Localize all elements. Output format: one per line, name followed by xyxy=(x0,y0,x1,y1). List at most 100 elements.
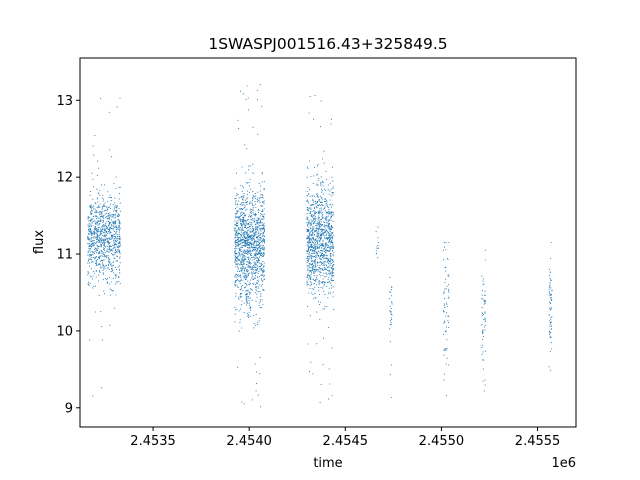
data-point xyxy=(332,186,334,188)
data-point xyxy=(445,363,447,365)
data-point xyxy=(248,226,250,229)
data-point xyxy=(95,262,97,264)
data-point xyxy=(254,292,256,294)
data-point xyxy=(330,280,332,282)
data-point xyxy=(310,257,313,260)
data-point xyxy=(315,284,317,286)
data-point xyxy=(107,191,109,193)
data-point xyxy=(260,250,262,252)
data-point xyxy=(258,217,260,219)
data-point xyxy=(234,203,237,205)
data-point xyxy=(307,242,309,244)
data-point xyxy=(242,284,244,286)
data-point xyxy=(235,280,237,282)
data-point xyxy=(247,290,249,292)
data-point xyxy=(236,275,238,277)
data-point xyxy=(317,205,320,207)
data-point xyxy=(318,261,320,264)
data-point xyxy=(102,198,104,200)
data-point xyxy=(261,210,263,212)
data-point xyxy=(115,260,117,262)
data-point xyxy=(311,223,313,225)
data-point xyxy=(98,294,100,296)
data-point xyxy=(107,263,109,265)
data-point xyxy=(481,290,483,292)
data-point xyxy=(118,238,120,240)
data-point xyxy=(482,298,484,300)
data-point xyxy=(328,280,331,282)
data-point xyxy=(316,183,318,185)
data-point xyxy=(111,250,113,252)
data-point xyxy=(331,269,333,271)
data-point xyxy=(255,255,257,257)
data-point xyxy=(253,242,256,244)
data-point xyxy=(101,197,103,199)
data-point xyxy=(91,206,93,208)
data-point xyxy=(111,268,114,270)
data-point xyxy=(318,250,320,253)
data-point xyxy=(100,237,103,239)
data-point xyxy=(306,252,308,254)
data-point xyxy=(256,228,258,230)
data-point xyxy=(103,259,105,261)
data-point xyxy=(309,234,311,236)
data-point xyxy=(328,231,330,234)
data-point xyxy=(239,319,241,321)
data-point xyxy=(238,128,240,130)
data-point xyxy=(111,290,113,292)
data-point xyxy=(316,257,318,259)
data-point xyxy=(87,283,89,286)
data-point xyxy=(240,212,242,214)
data-point xyxy=(108,223,110,225)
data-point xyxy=(244,215,246,217)
data-point xyxy=(324,201,326,203)
data-point xyxy=(326,232,328,234)
data-point xyxy=(106,212,108,214)
data-point xyxy=(255,390,257,392)
data-point xyxy=(324,229,326,231)
data-point xyxy=(253,235,255,237)
data-point xyxy=(319,208,321,210)
data-point xyxy=(245,243,247,245)
data-point xyxy=(119,241,121,243)
data-point xyxy=(308,253,310,255)
data-point xyxy=(107,215,109,217)
data-point xyxy=(254,224,256,226)
data-point xyxy=(484,329,486,331)
data-point xyxy=(261,246,264,248)
data-point xyxy=(249,297,251,299)
data-point xyxy=(96,229,98,231)
data-point xyxy=(247,266,249,268)
data-point xyxy=(484,299,486,301)
data-point xyxy=(234,276,236,278)
data-point xyxy=(326,268,328,270)
data-point xyxy=(259,250,261,252)
data-point xyxy=(389,320,392,322)
data-point xyxy=(93,237,95,239)
data-point xyxy=(244,144,246,146)
data-point xyxy=(116,249,118,251)
data-point xyxy=(328,250,330,252)
data-point xyxy=(259,233,261,235)
data-point xyxy=(98,230,100,232)
data-point xyxy=(330,263,332,265)
data-point xyxy=(113,226,115,229)
data-point xyxy=(315,255,317,257)
data-point xyxy=(320,263,322,265)
data-point xyxy=(252,126,254,128)
data-point xyxy=(89,226,91,228)
data-point xyxy=(549,350,551,352)
data-point xyxy=(321,225,323,227)
data-point xyxy=(319,252,321,254)
data-point xyxy=(242,221,244,223)
data-point xyxy=(328,239,331,241)
data-point xyxy=(329,243,331,245)
data-point xyxy=(310,269,312,272)
data-point xyxy=(250,265,252,267)
data-point xyxy=(97,174,99,176)
data-point xyxy=(119,272,121,274)
data-point xyxy=(242,251,244,254)
data-point xyxy=(89,239,91,241)
data-point xyxy=(240,293,242,295)
